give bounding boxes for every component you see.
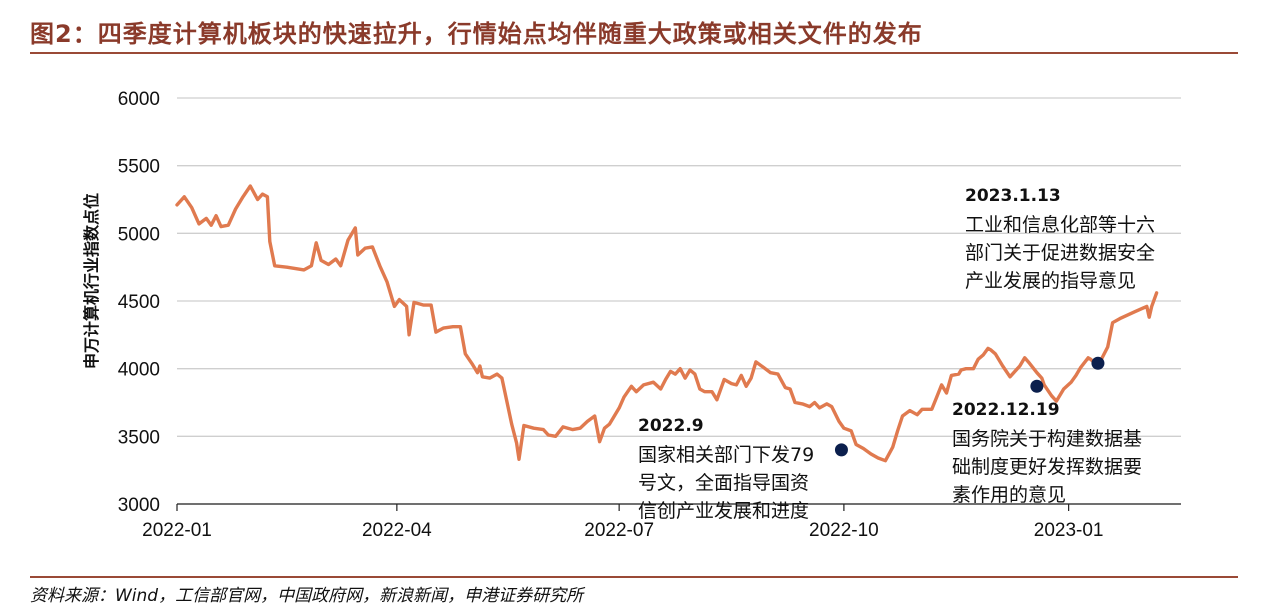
annotation-text-line: 工业和信息化部等十六 [965,214,1155,236]
annotation-text-line: 产业发展的指导意见 [965,270,1136,292]
series-line-0 [175,184,1159,463]
annotation-text-line: 础制度更好发挥数据要 [952,456,1142,478]
annotation-text-line: 国务院关于构建数据基 [952,428,1142,450]
event-marker [1030,379,1044,393]
x-tick-label: 2022-04 [362,520,432,541]
y-tick-label: 4500 [118,292,160,313]
event-marker [1091,356,1105,370]
annotation-date: 2023.1.13 [965,186,1061,206]
annotation-date: 2022.9 [638,416,704,436]
y-axis-label: 申万计算机行业指数点位 [82,193,101,369]
x-tick-label: 2022-01 [142,520,212,541]
annotation-date: 2022.12.19 [952,400,1060,420]
y-tick-label: 6000 [118,89,160,110]
annotation-text-line: 素作用的意见 [952,484,1066,506]
y-tick-label: 3500 [118,427,160,448]
y-tick-label: 5000 [118,224,160,245]
x-tick-label: 2022-07 [584,520,654,541]
x-tick-label: 2023-01 [1034,520,1104,541]
y-tick-label: 4000 [118,360,160,381]
annotation-text-line: 信创产业发展和进度 [638,500,809,522]
source-note: 资料来源：Wind，工信部官网，中国政府网，新浪新闻，申港证券研究所 [30,586,584,606]
x-tick-label: 2022-10 [809,520,879,541]
bottom-rule [30,576,1238,578]
annotation-text-line: 号文，全面指导国资 [638,472,809,494]
y-tick-label: 5500 [118,157,160,178]
y-tick-label: 3000 [118,495,160,516]
event-marker [834,443,848,457]
figure-header: 图2：四季度计算机板块的快速拉升，行情始点均伴随重大政策或相关文件的发布 [0,0,1268,54]
annotation-text-line: 部门关于促进数据安全 [965,242,1155,264]
annotation-text-line: 国家相关部门下发79 [638,444,814,466]
top-rule [30,52,1238,54]
figure-title: 图2：四季度计算机板块的快速拉升，行情始点均伴随重大政策或相关文件的发布 [30,20,923,48]
